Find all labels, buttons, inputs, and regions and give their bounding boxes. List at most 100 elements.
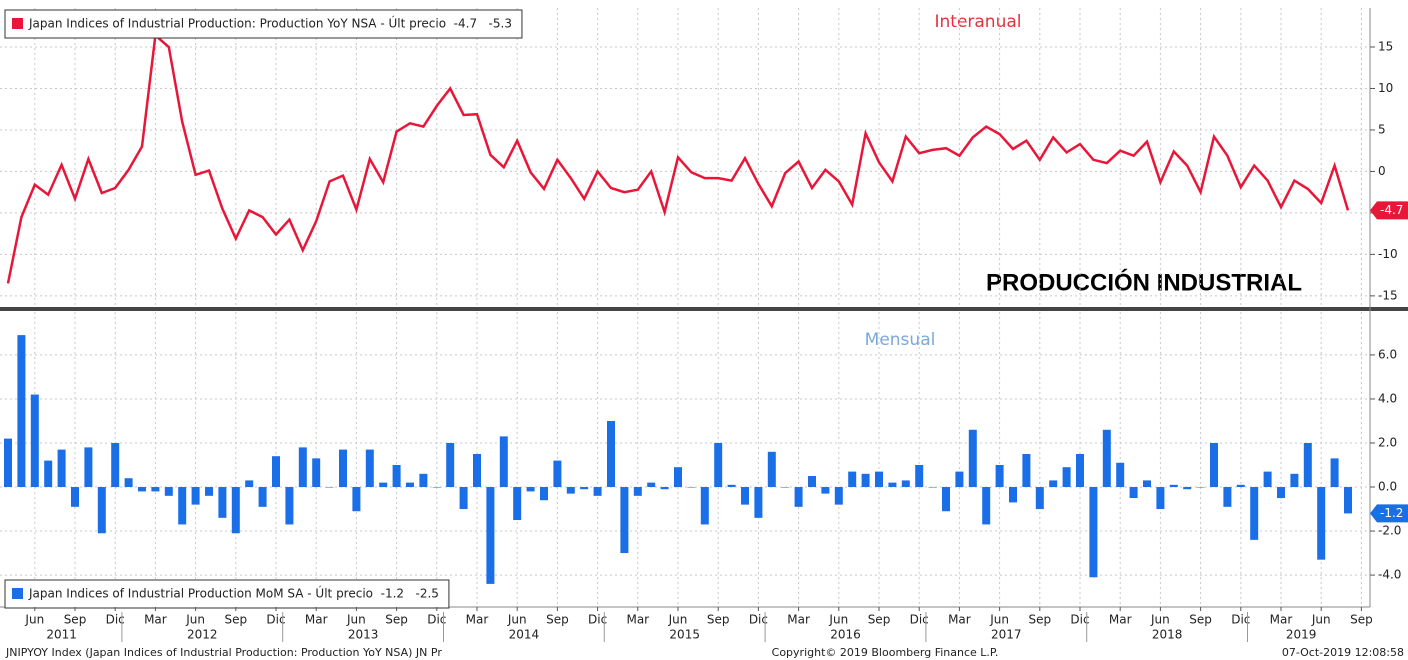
bar [1223, 487, 1232, 507]
x-tick-label: Jun [989, 613, 1009, 627]
y-tick-label: 4.0 [1378, 391, 1397, 405]
bar [392, 465, 401, 488]
bar [138, 487, 146, 492]
legend-label: Japan Indices of Industrial Production M… [28, 586, 439, 601]
legend-label: Japan Indices of Industrial Production: … [28, 16, 512, 31]
bar [57, 449, 66, 488]
annotation: PRODUCCIÓN INDUSTRIAL [986, 268, 1302, 296]
bar [1089, 487, 1098, 578]
bar [245, 480, 254, 488]
legend-swatch [12, 18, 23, 29]
y-tick-label: -15 [1378, 288, 1398, 302]
x-year-label: 2015 [669, 628, 700, 642]
x-year-label: 2016 [830, 628, 861, 642]
x-year-label: 2014 [509, 628, 540, 642]
bar [84, 447, 93, 488]
bar [808, 476, 816, 488]
bar [339, 449, 347, 488]
bar [446, 442, 455, 488]
x-year-label: 2013 [348, 628, 379, 642]
x-tick-label: Jun [1150, 613, 1170, 627]
bar [781, 487, 790, 488]
bar [459, 487, 468, 510]
bar [995, 465, 1004, 488]
bar [513, 487, 522, 521]
x-tick-label: Sep [868, 613, 891, 627]
bar [928, 487, 937, 488]
bar [647, 482, 656, 488]
bar [312, 458, 321, 488]
bar [566, 487, 575, 494]
footer-center: Copyright© 2019 Bloomberg Finance L.P. [772, 646, 999, 659]
x-tick-label: Dic [1231, 613, 1250, 627]
x-tick-label: Jun [668, 613, 688, 627]
bar [406, 482, 414, 488]
bar [1344, 487, 1352, 514]
legend-box [4, 9, 523, 39]
bar [848, 471, 857, 488]
bar [741, 487, 749, 505]
x-tick-label: Jun [24, 613, 44, 627]
bar [767, 451, 776, 488]
bar [1277, 487, 1285, 499]
x-tick-label: Sep [224, 613, 247, 627]
bar [942, 487, 950, 512]
bar [794, 487, 803, 507]
bar [124, 478, 133, 488]
bar [44, 460, 53, 488]
x-tick-label: Sep [1028, 613, 1051, 627]
bar [111, 442, 120, 488]
x-tick-label: Jun [1311, 613, 1331, 627]
bar [714, 442, 723, 488]
bar [1129, 487, 1138, 499]
x-tick-label: Mar [305, 613, 328, 627]
bar [1049, 480, 1058, 488]
y-tick-label: 6.0 [1378, 347, 1397, 361]
bar [231, 487, 240, 534]
bar [486, 487, 495, 584]
x-tick-label: Jun [185, 613, 205, 627]
x-tick-label: Dic [910, 613, 929, 627]
bar [620, 487, 629, 554]
bar [526, 487, 535, 492]
x-tick-label: Mar [466, 613, 489, 627]
footer-left: JNIPYOY Index (Japan Indices of Industri… [5, 646, 442, 659]
bar [1169, 484, 1178, 488]
bar [1263, 471, 1272, 488]
y-tick-label: 15 [1378, 39, 1393, 53]
bar [191, 487, 200, 505]
x-tick-label: Sep [1189, 613, 1212, 627]
last-value-tag [1370, 201, 1408, 220]
bar [754, 487, 763, 518]
x-tick-label: Dic [427, 613, 446, 627]
bar [674, 467, 682, 488]
x-tick-label: Jun [507, 613, 527, 627]
bar [272, 456, 280, 488]
bar [1116, 462, 1125, 488]
bar [687, 487, 696, 488]
x-tick-label: Dic [106, 613, 125, 627]
x-year-label: 2017 [991, 628, 1022, 642]
panel-title: Mensual [865, 330, 936, 350]
bar [1317, 487, 1326, 560]
bar [17, 335, 26, 488]
bar [1183, 487, 1192, 490]
line-series [6, 32, 1350, 284]
x-tick-label: Sep [64, 613, 87, 627]
bar [71, 487, 79, 507]
x-tick-label: Sep [385, 613, 408, 627]
panel-title: Interanual [934, 12, 1021, 32]
x-year-label: 2012 [187, 628, 218, 642]
x-tick-label: Mar [144, 613, 167, 627]
x-tick-label: Sep [1350, 613, 1373, 627]
x-tick-label: Mar [1270, 613, 1293, 627]
y-tick-label: 5 [1378, 122, 1386, 136]
x-tick-label: Dic [1070, 613, 1089, 627]
bar [164, 487, 173, 496]
bar [379, 482, 388, 488]
bar [1330, 458, 1339, 488]
last-value-label: -1.2 [1380, 506, 1403, 520]
bar [419, 473, 428, 488]
bar [432, 487, 441, 488]
bar [540, 487, 548, 501]
